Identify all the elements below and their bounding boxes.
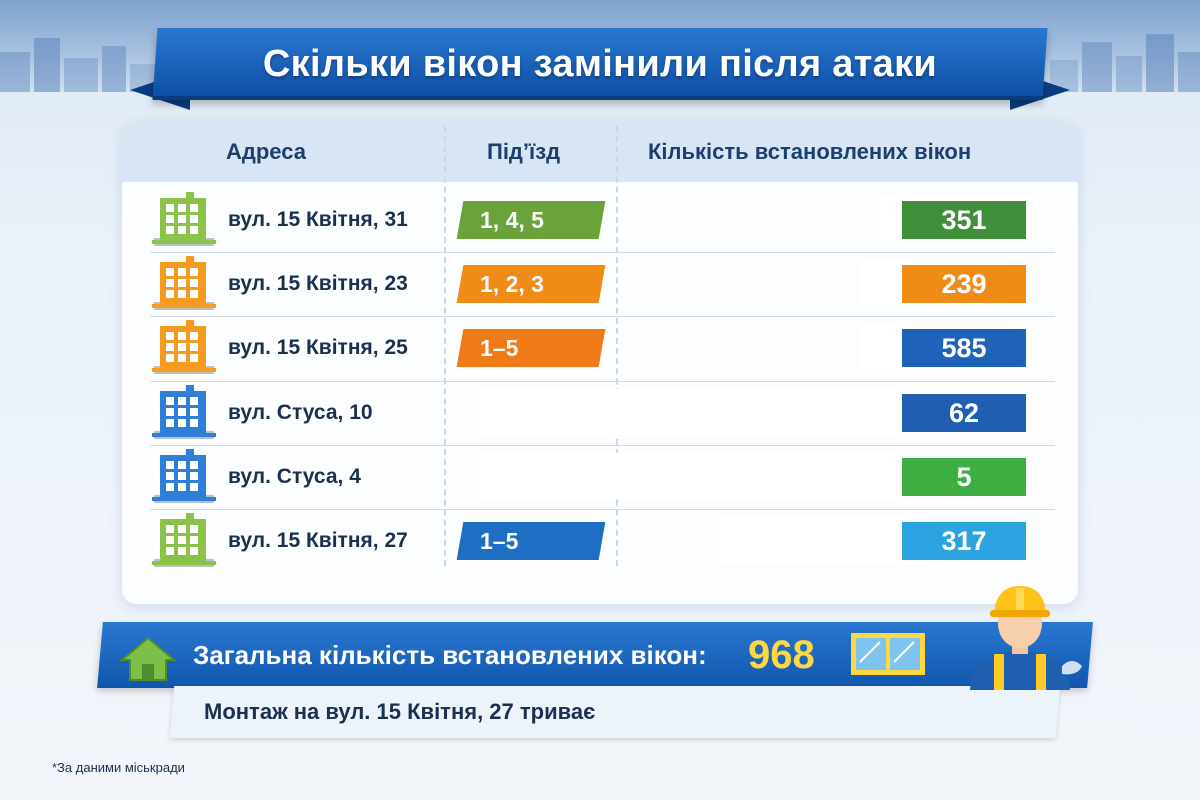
city-skyline-right (1050, 34, 1200, 92)
building-icon (152, 192, 216, 246)
row-divider (150, 509, 1055, 510)
address-cell: вул. 15 Квітня, 25 (228, 336, 408, 359)
address-cell: вул. Стуса, 10 (228, 401, 373, 424)
table-row: вул. Стуса, 4–5 (150, 445, 1055, 509)
building-icon (152, 385, 216, 439)
count-value: 351 (902, 201, 1026, 239)
count-cell-bg (718, 517, 934, 563)
entrance-value: 1–5 (480, 527, 519, 554)
summary-total: 968 (748, 632, 815, 677)
status-note: Монтаж на вул. 15 Квітня, 27 триває (204, 699, 596, 724)
house-icon (120, 636, 176, 681)
address-cell: вул. 15 Квітня, 27 (228, 529, 408, 552)
footnote: *За даними міськради (52, 760, 185, 775)
entrance-badge (456, 329, 606, 367)
count-value: 585 (902, 329, 1026, 367)
row-divider (150, 445, 1055, 446)
row-divider (150, 316, 1055, 317)
header-address: Адреса (226, 139, 306, 164)
count-value: 5 (902, 458, 1026, 496)
count-cell-bg (480, 453, 900, 499)
summary-label: Загальна кількість встановлених вікон: (193, 639, 707, 670)
count-value: 62 (902, 394, 1026, 432)
column-separator (444, 126, 446, 566)
building-icon (152, 256, 216, 310)
worker-icon (970, 586, 1082, 690)
building-icon (152, 320, 216, 374)
city-skyline-left (0, 38, 160, 92)
address-cell: вул. 15 Квітня, 23 (228, 272, 408, 295)
page-title: Скільки вікон замінили після атаки (262, 42, 938, 85)
row-divider (150, 381, 1055, 382)
table-row: вул. 15 Квітня, 31 1, 4, 5 351 (150, 188, 1055, 252)
count-cell-bg (478, 389, 898, 435)
count-value: 317 (902, 522, 1026, 560)
table-row: вул. 15 Квітня, 25 1–5 585 (150, 316, 1055, 380)
entrance-badge (456, 522, 606, 560)
row-divider (150, 252, 1055, 253)
window-icon (851, 633, 925, 675)
table-row: вул. 15 Квітня, 23 1, 2, 3 239 (150, 252, 1055, 316)
entrance-value: 1, 4, 5 (480, 206, 544, 233)
entrance-value: 1, 2, 3 (480, 270, 544, 297)
table-row: вул. 15 Квітня, 27 1–5 317 (150, 509, 1055, 573)
address-cell: вул. 15 Квітня, 31 (228, 208, 408, 231)
table-row: вул. Стуса, 10–62 (150, 381, 1055, 445)
entrance-value: 1–5 (480, 334, 519, 361)
column-separator (616, 126, 618, 566)
header-count: Кількість встановлених вікон (648, 139, 972, 164)
address-cell: вул. Стуса, 4 (228, 465, 361, 488)
building-icon (152, 513, 216, 567)
count-value: 239 (902, 265, 1026, 303)
table-header (122, 122, 1078, 182)
header-entrance: Під’їзд (487, 139, 561, 164)
building-icon (152, 449, 216, 503)
